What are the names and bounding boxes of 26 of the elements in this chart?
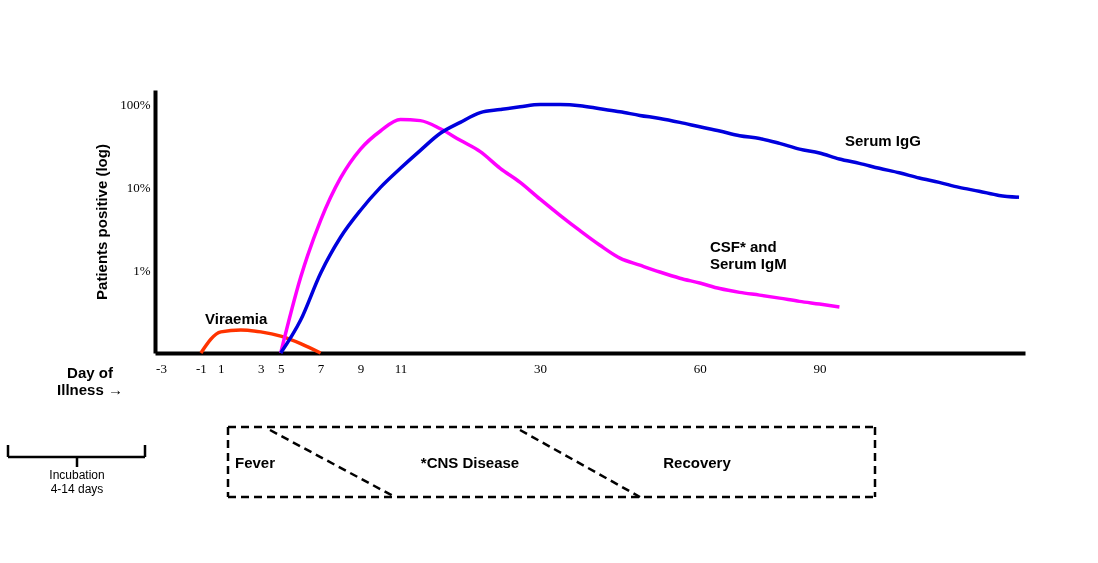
text: Fever	[235, 454, 276, 471]
x-axis-title: Day of Illness →	[57, 364, 123, 398]
x-tick-label: 60	[693, 360, 707, 376]
x-tick-label: 7	[317, 360, 325, 376]
text: Incubation 4-14 days	[49, 468, 105, 496]
series-label: Serum IgG	[845, 132, 921, 149]
x-tick-label: 9	[357, 360, 365, 376]
x-tick-label: 3	[258, 360, 265, 376]
line-series	[278, 117, 842, 355]
x-tick-label: 1	[218, 360, 225, 376]
y-axis-title: Patients positive (log)	[93, 144, 111, 300]
x-tick-label: -3	[156, 360, 167, 376]
x-tick-label: 90	[813, 360, 827, 376]
x-tick-label: 30	[534, 360, 548, 376]
y-tick-label: 1%	[133, 262, 151, 278]
line-series	[278, 102, 1021, 355]
text: *CNS Disease	[420, 454, 520, 471]
series-label: CSF* and Serum IgM	[710, 238, 787, 272]
series-label: Viraemia	[205, 310, 268, 327]
y-tick-label: 100%	[120, 97, 151, 113]
text: Recovery	[663, 454, 732, 471]
x-tick-label: 11	[394, 360, 408, 376]
x-tick-label: 5	[277, 360, 285, 376]
line-series	[199, 328, 323, 355]
x-tick-label: -1	[195, 360, 207, 376]
y-tick-label: 10%	[126, 179, 151, 195]
